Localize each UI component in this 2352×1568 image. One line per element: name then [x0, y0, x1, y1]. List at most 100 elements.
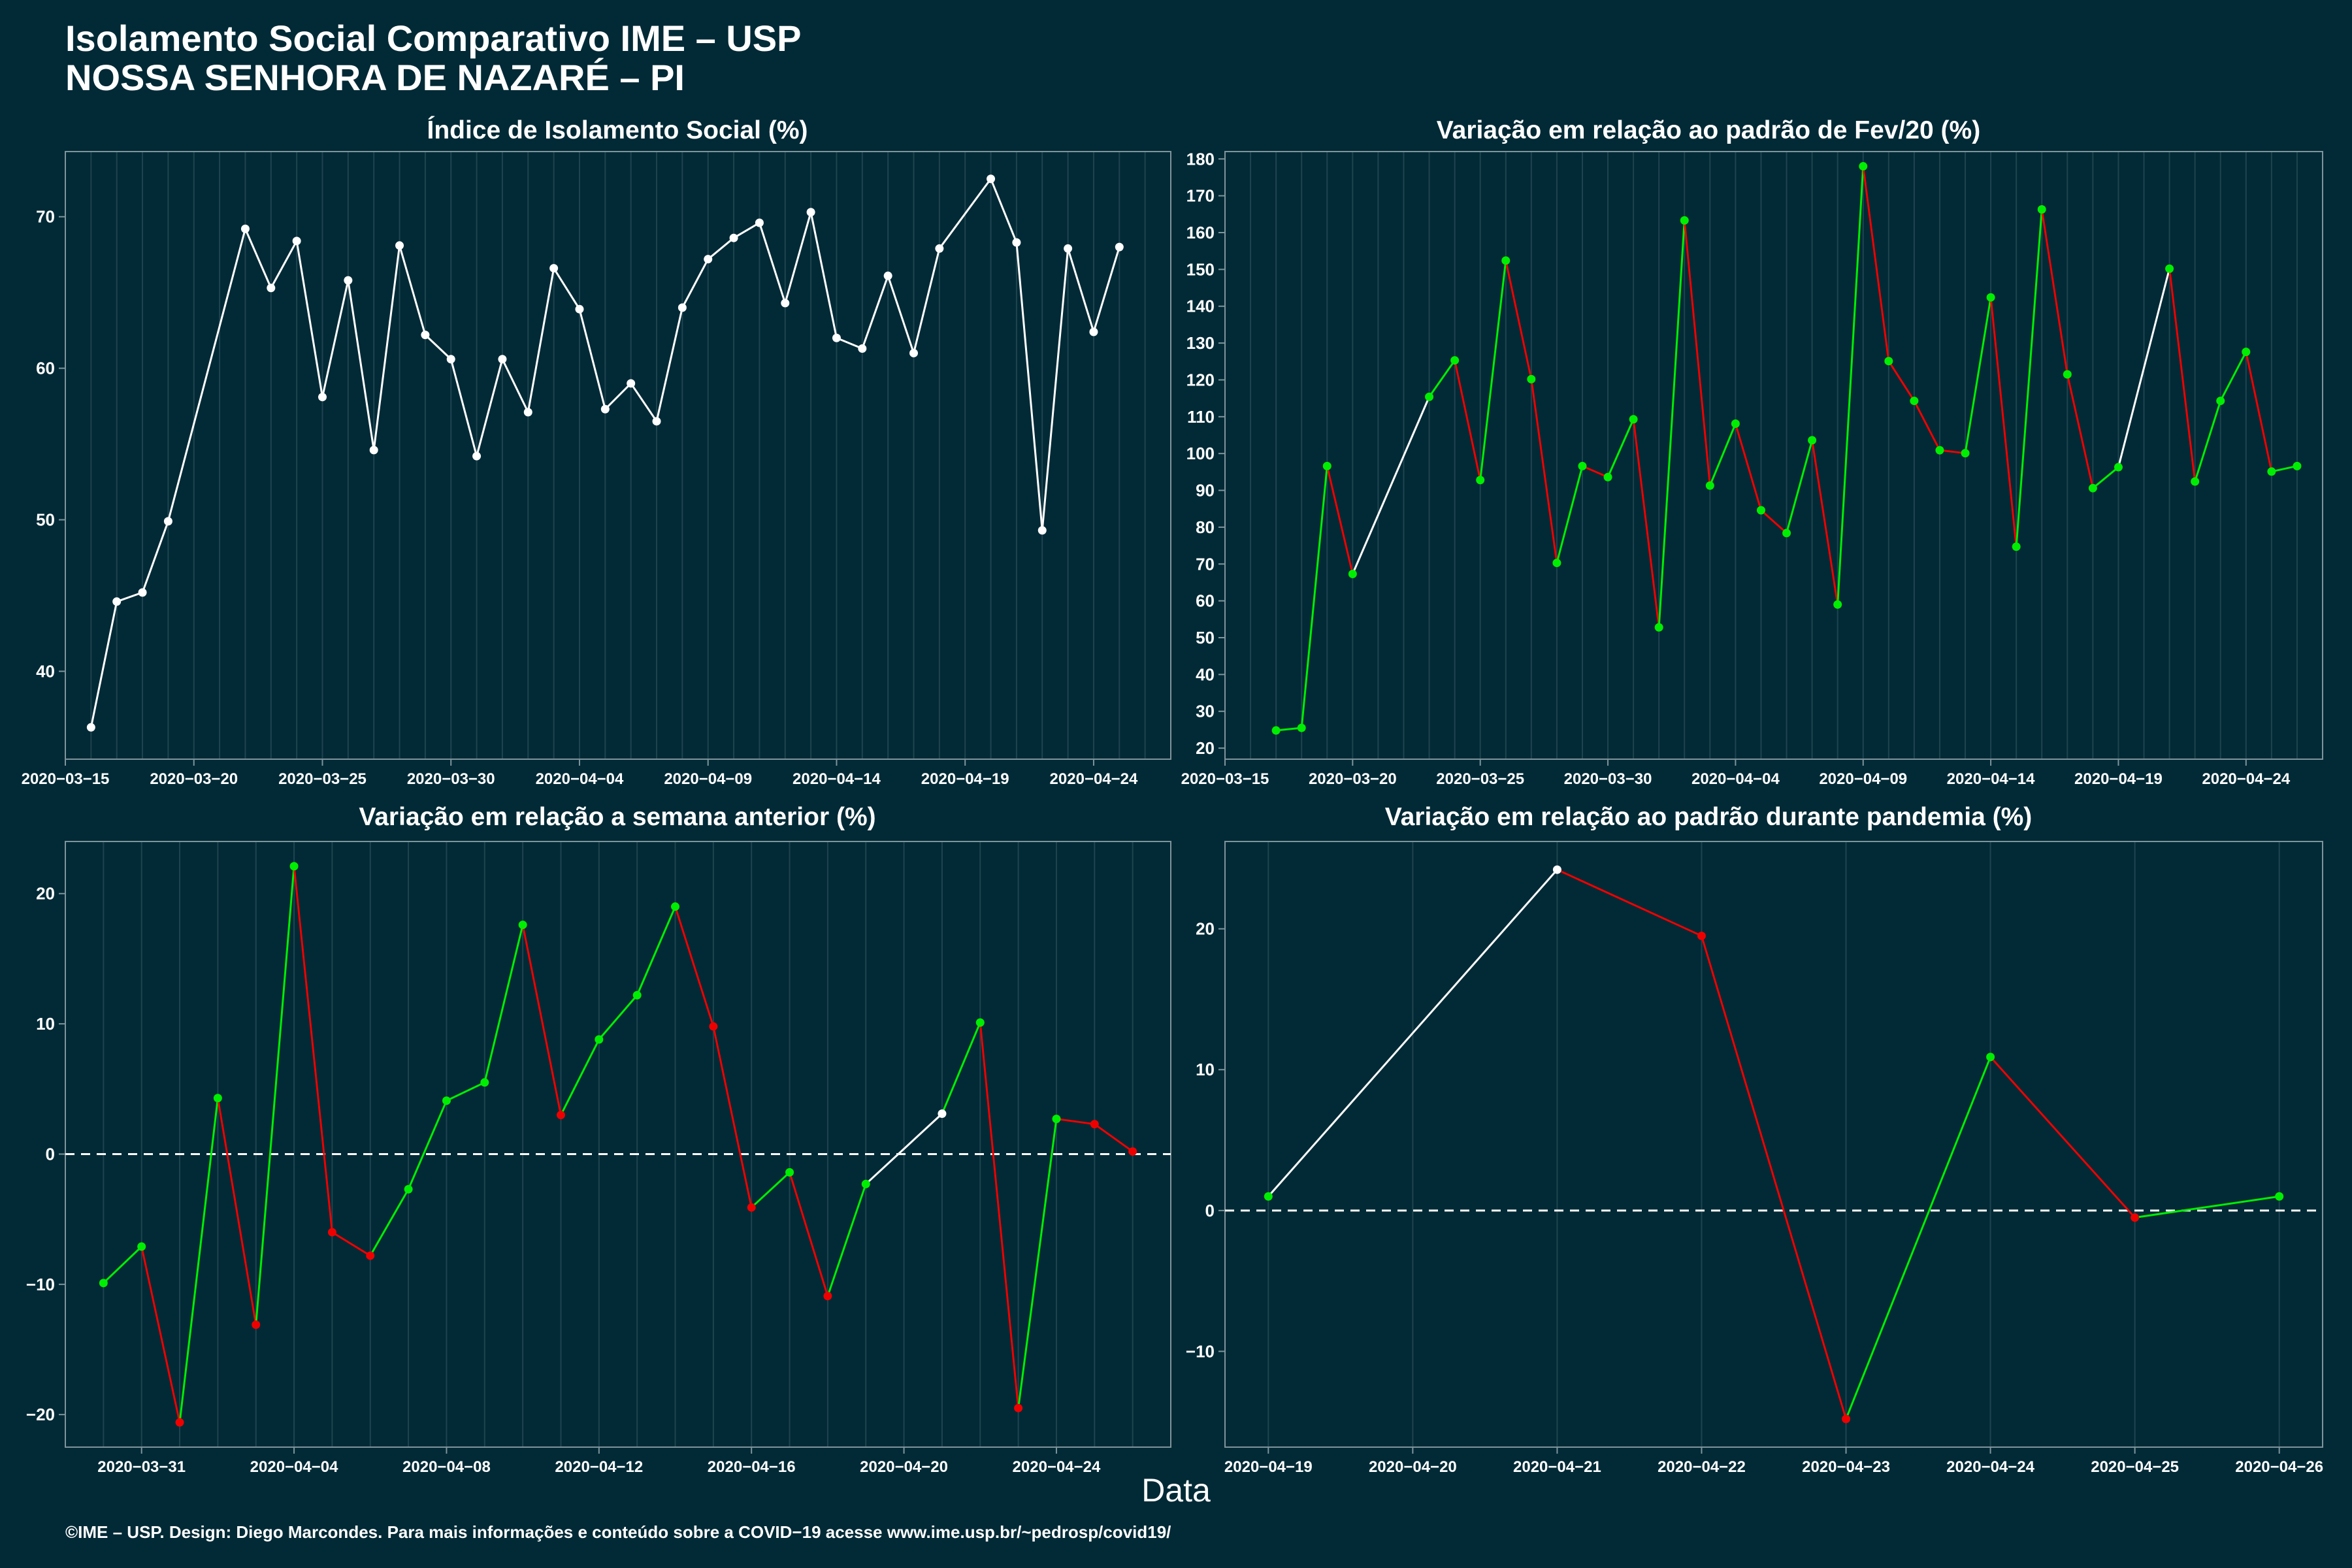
series-segment: [1786, 440, 1814, 534]
y-tick-label: 170: [1186, 186, 1215, 206]
data-point: [1425, 392, 1434, 401]
series-segment: [140, 1246, 181, 1423]
series-segment: [1067, 248, 1095, 333]
x-tick-label: 2020−04−14: [792, 770, 881, 788]
y-tick-label: 60: [1196, 591, 1215, 611]
data-point: [1782, 529, 1791, 538]
x-tick-label: 2020−04−24: [1013, 1458, 1101, 1476]
x-tick-label: 2020−04−24: [1050, 770, 1138, 788]
y-tick-label: 110: [1187, 407, 1215, 427]
series-segment: [865, 1113, 943, 1185]
data-point: [1935, 446, 1944, 455]
x-tick-label: 2020−04−25: [2091, 1458, 2179, 1476]
x-tick-label: 2020−04−20: [860, 1458, 948, 1476]
series-segment: [1913, 400, 1941, 451]
data-point: [518, 921, 527, 930]
y-tick-label: 20: [1196, 919, 1215, 939]
series-segment: [1015, 242, 1043, 531]
series-segment: [1887, 360, 1916, 402]
data-point: [344, 276, 353, 285]
series-segment: [2168, 269, 2197, 482]
data-point: [2114, 463, 2123, 472]
data-point: [1089, 327, 1098, 336]
x-tick-label: 2020−03−25: [1436, 770, 1524, 788]
series-segment: [369, 1188, 410, 1256]
data-point: [747, 1203, 756, 1212]
data-point: [2088, 483, 2097, 493]
data-point: [627, 379, 636, 388]
data-point: [1052, 1115, 1061, 1124]
x-tick-label: 2020−04−14: [1947, 770, 2035, 788]
data-point: [785, 1168, 794, 1177]
series-segment: [1708, 423, 1737, 486]
series-segment: [1989, 297, 2017, 547]
series-segment: [347, 280, 375, 451]
data-point: [2216, 397, 2225, 406]
x-tick-label: 2020−04−09: [1819, 770, 1907, 788]
data-point: [1128, 1147, 1137, 1156]
data-point: [2275, 1192, 2284, 1201]
series-segment: [1632, 419, 1660, 628]
data-point: [1037, 526, 1047, 535]
x-tick-label: 2020−03−30: [407, 770, 495, 788]
y-tick-label: 0: [46, 1144, 55, 1164]
series-segment: [1811, 440, 1839, 605]
series-segment: [1607, 419, 1635, 478]
x-tick-label: 2020−03−15: [1181, 770, 1269, 788]
series-segment: [1837, 166, 1865, 605]
series-segment: [446, 1081, 485, 1102]
plot-frame: [1224, 841, 2323, 1448]
series-segment: [1479, 260, 1507, 480]
series-segment: [1556, 868, 1703, 937]
data-point: [1297, 723, 1306, 732]
data-point: [2037, 204, 2046, 214]
data-point: [671, 902, 680, 911]
series-segment: [758, 222, 787, 304]
x-tick-label: 2020−04−19: [2074, 770, 2163, 788]
series-segment: [2245, 351, 2273, 472]
data-point: [858, 344, 867, 353]
x-tick-label: 2020−03−15: [22, 770, 110, 788]
series-segment: [553, 267, 581, 310]
series-segment: [733, 221, 760, 239]
data-point: [240, 224, 250, 233]
data-point: [1527, 374, 1536, 384]
data-point: [2165, 264, 2174, 273]
series-segment: [636, 906, 676, 996]
series-segment: [1017, 1119, 1058, 1409]
data-point: [1629, 415, 1638, 424]
data-point: [1501, 256, 1511, 265]
data-point: [861, 1179, 870, 1188]
series-segment: [630, 382, 658, 422]
panel-variation-pandemic: Variação em relação ao padrão durante pa…: [1176, 800, 2352, 1454]
y-tick-label: 130: [1186, 333, 1215, 353]
data-point: [832, 333, 841, 342]
x-tick-label: 2020−03−31: [97, 1458, 186, 1476]
x-tick-label: 2020−04−04: [536, 770, 624, 788]
data-point: [1578, 461, 1587, 470]
data-point: [1348, 569, 1357, 578]
x-tick-label: 2020−04−04: [1691, 770, 1780, 788]
x-tick-label: 2020−04−26: [2235, 1458, 2323, 1476]
panel-title: Índice de Isolamento Social (%): [427, 116, 808, 144]
series-segment: [598, 994, 638, 1040]
y-tick-label: 30: [1196, 702, 1215, 721]
series-segment: [1326, 466, 1354, 574]
data-point: [1986, 293, 1995, 302]
data-point: [137, 1242, 146, 1251]
x-tick-label: 2020−04−20: [1369, 1458, 1457, 1476]
panel-title: Variação em relação ao padrão durante pa…: [1384, 803, 2033, 831]
plot-frame: [1224, 151, 2323, 760]
y-tick-label: 70: [36, 207, 55, 227]
series-segment: [1530, 379, 1558, 563]
series-segment: [293, 866, 333, 1233]
series-segment: [178, 1098, 219, 1423]
y-tick-label: 60: [36, 359, 55, 378]
data-point: [112, 597, 122, 606]
y-tick-label: 90: [1196, 481, 1215, 500]
series-segment: [1964, 297, 1992, 453]
data-point: [935, 244, 944, 253]
data-point: [2012, 542, 2021, 551]
series-segment: [1760, 509, 1788, 534]
